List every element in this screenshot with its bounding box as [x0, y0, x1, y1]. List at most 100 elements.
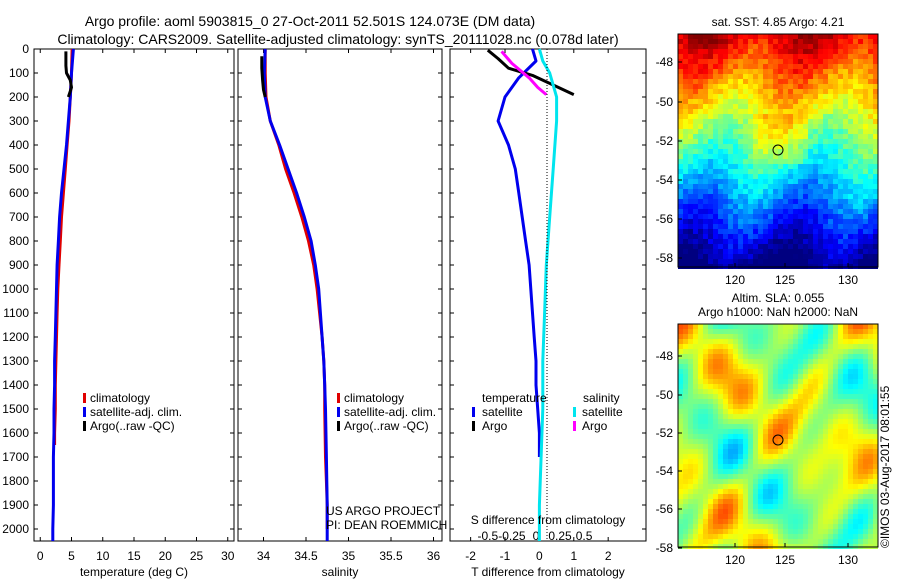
sla-map-cell	[838, 494, 843, 499]
sla-map-cell	[743, 474, 748, 479]
sst-map-cell	[753, 179, 758, 184]
sla-map-cell	[823, 489, 828, 494]
sst-map-cell	[838, 164, 843, 169]
sla-map-cell	[873, 419, 878, 424]
sla-map-cell	[823, 419, 828, 424]
sla-map-cell	[793, 339, 798, 344]
sla-map-cell	[828, 354, 833, 359]
sla-map-cell	[843, 434, 848, 439]
sst-map-cell	[773, 259, 778, 264]
sla-map-cell	[788, 384, 793, 389]
sla-map-cell	[733, 499, 738, 504]
sla-map-cell	[858, 499, 863, 504]
sla-map-cell	[758, 339, 763, 344]
sst-map-cell	[698, 184, 703, 189]
sla-map-cell	[828, 464, 833, 469]
sla-map-cell	[858, 349, 863, 354]
sla-map-cell	[693, 444, 698, 449]
sla-map-cell	[683, 479, 688, 484]
sst-map-cell	[823, 34, 828, 39]
sla-map-cell	[718, 349, 723, 354]
x-tick-label: -1	[500, 549, 511, 563]
sst-map-cell	[783, 34, 788, 39]
sst-map-cell	[868, 74, 873, 79]
sla-map-cell	[798, 504, 803, 509]
sst-map-cell	[738, 134, 743, 139]
sst-map-cell	[863, 204, 868, 209]
sst-map-cell	[873, 39, 878, 44]
map-lon-label: 120	[725, 273, 745, 287]
sst-map-cell	[833, 49, 838, 54]
sla-map-cell	[698, 424, 703, 429]
sst-map-cell	[788, 74, 793, 79]
sla-map-cell	[728, 469, 733, 474]
sst-map-cell	[873, 189, 878, 194]
sla-map-cell	[788, 469, 793, 474]
sst-map-cell	[873, 94, 878, 99]
sst-map-cell	[793, 89, 798, 94]
sst-map-cell	[678, 239, 683, 244]
legend-label-argo: Argo(..raw -QC)	[90, 419, 175, 433]
sst-map-cell	[833, 229, 838, 234]
sst-map-cell	[798, 54, 803, 59]
sst-map-cell	[808, 189, 813, 194]
sst-map-cell	[693, 159, 698, 164]
sst-map-cell	[853, 79, 858, 84]
sst-map-cell	[783, 164, 788, 169]
sla-map-cell	[748, 399, 753, 404]
sst-map-cell	[703, 259, 708, 264]
sst-map-cell	[728, 119, 733, 124]
sla-map-cell	[833, 534, 838, 539]
sst-map-cell	[793, 189, 798, 194]
legend-label-climatology: climatology	[344, 391, 404, 405]
sst-map-cell	[858, 74, 863, 79]
sst-map-cell	[798, 199, 803, 204]
sst-map-cell	[868, 89, 873, 94]
sst-map-cell	[813, 224, 818, 229]
sst-map-cell	[843, 64, 848, 69]
sla-map-cell	[703, 369, 708, 374]
sla-map-cell	[758, 359, 763, 364]
sst-map-cell	[778, 114, 783, 119]
sla-map-cell	[753, 509, 758, 514]
sst-map-cell	[783, 84, 788, 89]
sst-map-cell	[718, 64, 723, 69]
sst-map-cell	[803, 109, 808, 114]
sst-map-cell	[683, 44, 688, 49]
sst-map-cell	[728, 34, 733, 39]
sst-map-cell	[798, 129, 803, 134]
sla-map-cell	[813, 409, 818, 414]
sla-map-cell	[713, 464, 718, 469]
sst-map-cell	[818, 219, 823, 224]
sla-map-cell	[808, 394, 813, 399]
sla-map-cell	[853, 539, 858, 544]
sst-map-cell	[803, 199, 808, 204]
sla-map-cell	[823, 414, 828, 419]
sst-map-cell	[808, 174, 813, 179]
sla-map-cell	[713, 509, 718, 514]
sla-map-cell	[848, 369, 853, 374]
sla-map-cell	[783, 339, 788, 344]
sst-map-cell	[703, 254, 708, 259]
sst-map-cell	[773, 99, 778, 104]
sla-map-cell	[763, 449, 768, 454]
sst-map-cell	[688, 34, 693, 39]
sla-map-cell	[793, 509, 798, 514]
sst-map-cell	[718, 79, 723, 84]
sst-map-cell	[708, 234, 713, 239]
sla-map-cell	[718, 529, 723, 534]
sst-map-cell	[773, 59, 778, 64]
sst-map-cell	[708, 114, 713, 119]
sla-map-cell	[748, 429, 753, 434]
sla-map-cell	[763, 439, 768, 444]
sla-map-cell	[748, 524, 753, 529]
sla-map-cell	[808, 434, 813, 439]
sla-map-cell	[848, 354, 853, 359]
sst-map-cell	[723, 64, 728, 69]
sla-map-cell	[808, 379, 813, 384]
sla-map-cell	[743, 399, 748, 404]
sst-map-cell	[703, 204, 708, 209]
sst-map-cell	[683, 119, 688, 124]
sst-map-cell	[743, 224, 748, 229]
sla-map-cell	[723, 329, 728, 334]
